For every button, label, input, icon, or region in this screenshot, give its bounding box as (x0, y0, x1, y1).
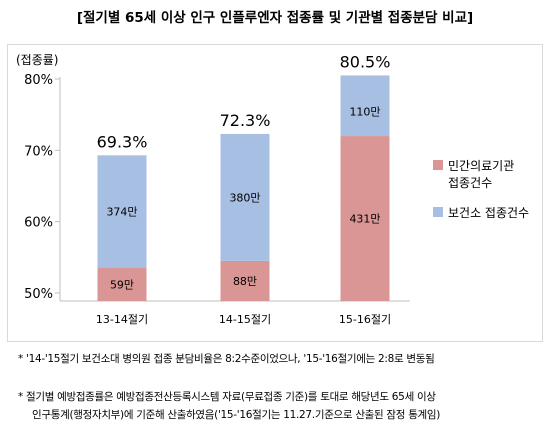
data-label-health-center: 380만 (229, 191, 260, 204)
data-label-private-clinic: 88만 (233, 275, 257, 288)
data-label-health-center: 110만 (349, 105, 380, 118)
bar-segment-health-center (220, 133, 270, 261)
chart-area: (접종률) 50% 60% 70% 80% 59만 374만 69.3% 13-14절기 88만 3… (7, 44, 543, 342)
legend-label: 접종건수 (448, 176, 492, 190)
legend-swatch (433, 160, 443, 170)
footnote-2-line-2: 인구통계(행정자치부)에 기준해 산출하였음('15-'16절기는 11.27.… (32, 409, 441, 421)
bar-segment-private-clinic (97, 268, 147, 301)
x-tick-label: 15-16절기 (339, 313, 391, 326)
bar-segment-private-clinic (220, 260, 270, 301)
bar-total-label: 80.5% (340, 52, 391, 71)
bar-total-label: 72.3% (220, 111, 271, 130)
footnote-1: * '14-'15절기 보건소대 병의원 접종 분담비율은 8:2수준이었으나,… (18, 353, 435, 365)
y-tick-label: 60% (24, 216, 53, 231)
y-tick-label: 80% (24, 73, 53, 88)
y-axis-label: (접종률) (16, 53, 58, 67)
bar-segment-health-center (97, 155, 147, 269)
legend-swatch (433, 207, 443, 217)
data-label-health-center: 374만 (106, 206, 137, 219)
legend-label: 보건소 접종건수 (448, 206, 529, 220)
data-label-private-clinic: 59만 (110, 279, 134, 292)
data-label-private-clinic: 431만 (349, 213, 380, 226)
bar-segment-health-center (340, 75, 390, 137)
x-tick-label: 13-14절기 (96, 313, 148, 326)
x-tick-label: 14-15절기 (219, 313, 271, 326)
legend-label: 민간의료기관 (448, 159, 514, 173)
bar-segment-private-clinic (340, 136, 390, 301)
y-tick-label: 50% (24, 287, 53, 302)
page-title: [절기별 65세 이상 인구 인플루엔자 접종률 및 기관별 접종분담 비교] (76, 10, 474, 26)
y-tick-label: 70% (24, 144, 53, 159)
footnote-2-line-1: * 절기별 예방접종률은 예방접종전산등록시스템 자료(무료접종 기준)를 토대… (18, 391, 436, 403)
bar-total-label: 69.3% (97, 132, 148, 151)
stacked-bar-chart: (접종률) 50% 60% 70% 80% 59만 374만 69.3% 13-14절기 88만 3… (16, 52, 529, 326)
